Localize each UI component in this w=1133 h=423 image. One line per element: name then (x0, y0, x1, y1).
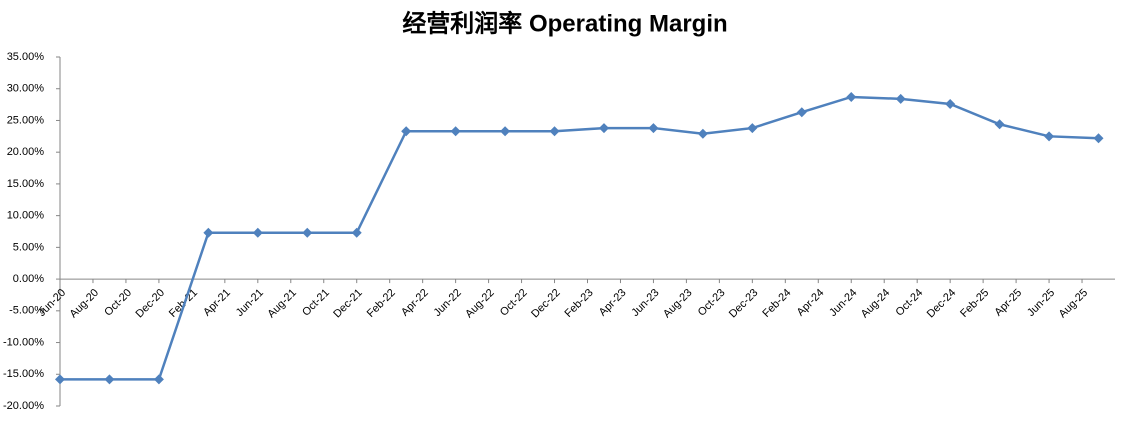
marker (994, 119, 1005, 130)
y-tick-label: 5.00% (13, 241, 44, 253)
y-tick-label: 15.00% (7, 178, 45, 190)
x-tick-label: Aug-21 (265, 287, 299, 321)
x-tick-label: Dec-20 (134, 287, 168, 321)
y-tick-label: 10.00% (7, 210, 45, 222)
y-tick-label: 30.00% (7, 83, 45, 95)
y-tick-label: -20.00% (3, 400, 44, 412)
y-tick-label: 20.00% (7, 146, 45, 158)
x-tick-label: Feb-25 (958, 287, 991, 320)
marker (104, 374, 115, 385)
x-tick-label: Dec-23 (727, 287, 761, 321)
x-tick-label: Jun-23 (629, 287, 661, 319)
x-tick-label: Apr-22 (399, 287, 431, 319)
x-tick-label: Dec-24 (925, 287, 959, 321)
marker (450, 126, 461, 137)
marker (945, 98, 956, 109)
x-tick-label: Apr-21 (201, 287, 233, 319)
marker (203, 227, 214, 238)
x-tick-label: Oct-23 (696, 287, 728, 319)
marker (846, 91, 857, 102)
x-tick-label: Aug-22 (463, 287, 497, 321)
marker (549, 126, 560, 137)
marker (500, 126, 511, 137)
marker (1093, 133, 1104, 144)
x-tick-label: Oct-20 (102, 287, 134, 319)
x-tick-label: Apr-24 (795, 287, 827, 319)
x-tick-label: Apr-23 (597, 287, 629, 319)
marker (796, 107, 807, 118)
x-tick-label: Dec-21 (331, 287, 365, 321)
x-tick-label: Aug-23 (661, 287, 695, 321)
x-tick-label: Aug-25 (1057, 287, 1091, 321)
x-tick-label: Feb-23 (563, 287, 596, 320)
marker (401, 126, 412, 137)
marker (1044, 131, 1055, 142)
x-tick-label: Aug-24 (859, 287, 893, 321)
x-tick-label: Jun-20 (36, 287, 68, 319)
line (60, 95, 1099, 381)
x-tick-label: Aug-20 (68, 287, 102, 321)
marker (895, 93, 906, 104)
marker (747, 123, 758, 134)
marker (55, 374, 65, 385)
x-tick-label: Oct-22 (498, 287, 530, 319)
marker (252, 227, 263, 238)
y-tick-label: -15.00% (3, 368, 44, 380)
x-tick-label: Feb-22 (365, 287, 398, 320)
x-tick-label: Apr-25 (992, 287, 1024, 319)
x-tick-label: Feb-24 (760, 287, 793, 320)
x-tick-label: Oct-24 (894, 287, 926, 319)
y-tick-label: -10.00% (3, 336, 44, 348)
marker (153, 374, 164, 385)
x-tick-label: Jun-24 (827, 287, 859, 319)
y-tick-label: 25.00% (7, 114, 45, 126)
marker (648, 123, 659, 134)
y-tick-label: 35.00% (7, 51, 45, 63)
marker (697, 128, 708, 139)
marker (598, 123, 609, 134)
x-tick-label: Oct-21 (300, 287, 332, 319)
x-tick-label: Jun-21 (234, 287, 266, 319)
chart-title: 经营利润率 Operating Margin (402, 9, 727, 37)
y-tick-label: -5.00% (9, 305, 44, 317)
x-tick-label: Jun-25 (1025, 287, 1057, 319)
x-tick-label: Dec-22 (529, 287, 563, 321)
marker (351, 227, 362, 238)
marker (302, 227, 313, 238)
x-tick-label: Jun-22 (432, 287, 464, 319)
y-tick-label: 0.00% (13, 273, 44, 285)
